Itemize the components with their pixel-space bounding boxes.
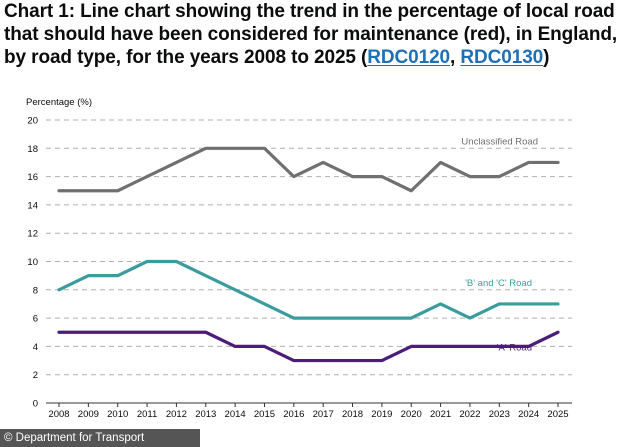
title-text: Chart 1: Line chart showing the trend in… [4, 1, 618, 68]
title-closing: ) [543, 47, 550, 68]
x-tick-label: 2019 [371, 409, 392, 420]
x-tick-labels: 2008 2009 2010 2011 2012 2013 2014 2015 2016 2017… [48, 403, 569, 420]
y-tick-label: 16 [27, 172, 38, 183]
y-tick-label: 10 [27, 257, 38, 268]
y-tick-labels: 0 2 4 6 8 10 12 14 16 18 20 [27, 116, 38, 410]
x-tick-label: 2008 [48, 409, 69, 420]
y-tick-label: 2 [33, 370, 38, 381]
x-tick-label: 2024 [518, 409, 539, 420]
y-tick-label: 6 [33, 314, 38, 325]
series-label-unclassified: Unclassified Road [461, 136, 538, 147]
y-tick-label: 4 [33, 342, 38, 353]
y-tick-label: 18 [27, 144, 38, 155]
x-tick-label: 2018 [342, 409, 363, 420]
series-line-unclassified [57, 146, 560, 193]
y-tick-label: 20 [27, 116, 38, 127]
series-line-a [57, 330, 560, 363]
x-tick-label: 2012 [166, 409, 187, 420]
gridlines [46, 119, 572, 404]
x-tick-label: 2015 [254, 409, 275, 420]
y-tick-label: 8 [33, 285, 38, 296]
x-tick-label: 2020 [401, 409, 422, 420]
series-labels: Unclassified Road 'B' and 'C' Road 'A' Roa… [461, 136, 538, 353]
title-separator: , [450, 47, 461, 68]
footer-credit: © Department for Transport [0, 429, 200, 447]
series-line-bc [57, 259, 560, 320]
x-tick-label: 2013 [195, 409, 216, 420]
y-tick-label: 0 [33, 399, 38, 410]
x-tick-label: 2011 [137, 409, 157, 420]
x-tick-label: 2017 [313, 409, 334, 420]
rdc0120-link[interactable]: RDC0120 [367, 47, 451, 68]
y-tick-label: 14 [27, 200, 38, 211]
x-tick-label: 2025 [547, 409, 568, 420]
series-label-a: 'A' Road [497, 342, 532, 353]
y-tick-label: 12 [27, 229, 38, 240]
x-tick-label: 2009 [78, 409, 99, 420]
y-axis-label: Percentage (%) [26, 97, 92, 108]
series-label-bc: 'B' and 'C' Road [465, 278, 532, 289]
x-tick-label: 2014 [225, 409, 246, 420]
rdc0130-link[interactable]: RDC0130 [460, 47, 544, 68]
series-lines [57, 146, 560, 363]
x-tick-label: 2021 [430, 409, 451, 420]
x-tick-label: 2022 [459, 409, 480, 420]
x-tick-label: 2016 [283, 409, 304, 420]
x-tick-label: 2010 [107, 409, 128, 420]
x-tick-label: 2023 [489, 409, 510, 420]
chart-title: Chart 1: Line chart showing the trend in… [4, 0, 630, 69]
